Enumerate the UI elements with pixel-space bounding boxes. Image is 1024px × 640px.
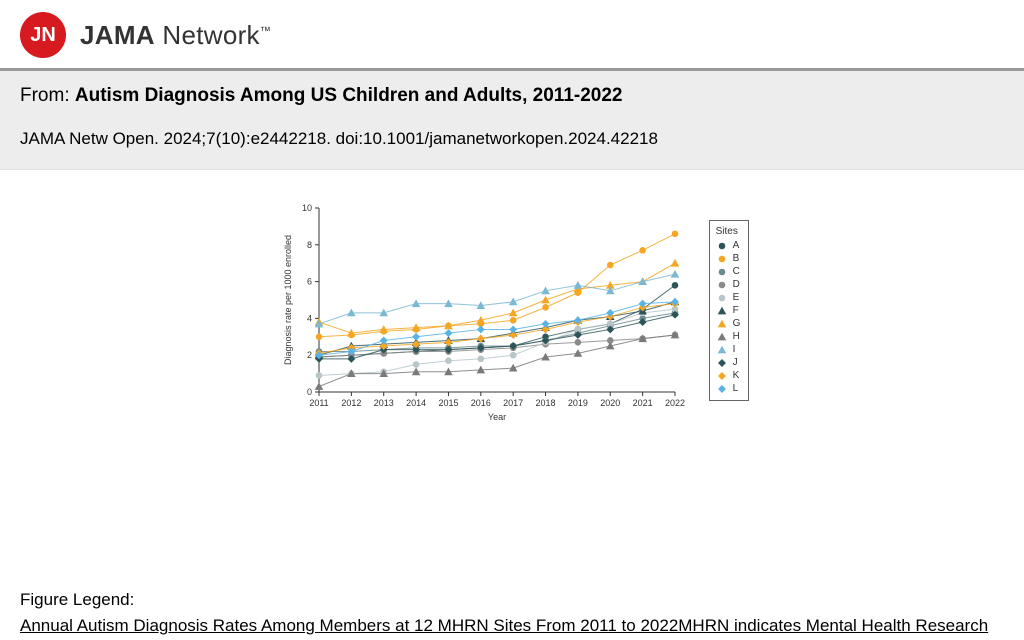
svg-text:2017: 2017: [503, 398, 523, 408]
legend-row: L: [716, 382, 741, 395]
figure-legend-desc: Annual Autism Diagnosis Rates Among Memb…: [20, 616, 1004, 636]
legend-label: E: [733, 291, 740, 304]
svg-text:8: 8: [307, 240, 312, 250]
brand-wordmark: JAMA Network™: [80, 20, 271, 51]
legend-label: F: [733, 304, 739, 317]
legend-label: I: [733, 343, 736, 356]
legend-row: E: [716, 291, 741, 304]
legend-row: J: [716, 356, 741, 369]
svg-text:4: 4: [307, 313, 312, 323]
legend-row: C: [716, 265, 741, 278]
brand-bold: JAMA: [80, 20, 155, 50]
from-line: From: Autism Diagnosis Among US Children…: [20, 85, 1004, 107]
legend-row: G: [716, 317, 741, 330]
legend-row: D: [716, 278, 741, 291]
legend-row: F: [716, 304, 741, 317]
svg-text:2019: 2019: [568, 398, 588, 408]
article-title: Autism Diagnosis Among US Children and A…: [75, 85, 623, 106]
svg-text:2012: 2012: [341, 398, 361, 408]
svg-text:2016: 2016: [470, 398, 490, 408]
figure-legend-block: Figure Legend: Annual Autism Diagnosis R…: [0, 590, 1024, 640]
svg-text:2020: 2020: [600, 398, 620, 408]
svg-text:2018: 2018: [535, 398, 555, 408]
svg-text:Year: Year: [488, 412, 506, 422]
figure-legend-label: Figure Legend:: [20, 590, 1004, 610]
article-banner: From: Autism Diagnosis Among US Children…: [0, 71, 1024, 170]
brand-header: JN JAMA Network™: [0, 0, 1024, 71]
svg-text:2022: 2022: [665, 398, 685, 408]
legend-label: G: [733, 317, 741, 330]
legend-row: H: [716, 330, 741, 343]
article-citation: JAMA Netw Open. 2024;7(10):e2442218. doi…: [20, 129, 1004, 149]
brand-tm: ™: [260, 25, 271, 37]
svg-text:0: 0: [307, 387, 312, 397]
svg-text:2015: 2015: [438, 398, 458, 408]
legend-label: K: [733, 369, 740, 382]
chart-legend: Sites ABCDEFGHIJKL: [709, 220, 750, 401]
legend-label: L: [733, 382, 739, 395]
svg-text:2021: 2021: [632, 398, 652, 408]
legend-label: H: [733, 330, 740, 343]
svg-text:Diagnosis rate per 1000 enroll: Diagnosis rate per 1000 enrolled: [283, 235, 293, 365]
brand-logo-icon: JN: [20, 12, 66, 58]
svg-text:6: 6: [307, 277, 312, 287]
svg-text:2011: 2011: [309, 398, 328, 408]
figure-area: 0 2 4 6 8 10 Diagnosis rate per 1000 enrolled 2…: [0, 170, 1024, 430]
legend-label: C: [733, 265, 740, 278]
legend-label: J: [733, 356, 738, 369]
legend-label: D: [733, 278, 740, 291]
from-label: From:: [20, 85, 75, 106]
line-chart: 0 2 4 6 8 10 Diagnosis rate per 1000 enrolled 2…: [275, 200, 695, 430]
svg-text:10: 10: [302, 203, 312, 213]
legend-row: B: [716, 252, 741, 265]
legend-label: B: [733, 252, 740, 265]
legend-row: K: [716, 369, 741, 382]
svg-text:2: 2: [307, 350, 312, 360]
svg-text:2013: 2013: [373, 398, 393, 408]
chart-wrap: 0 2 4 6 8 10 Diagnosis rate per 1000 enrolled 2…: [275, 200, 750, 430]
legend-label: A: [733, 239, 740, 252]
svg-text:2014: 2014: [406, 398, 426, 408]
brand-logo-text: JN: [30, 24, 56, 47]
brand-light: Network: [162, 20, 259, 50]
legend-row: I: [716, 343, 741, 356]
legend-title: Sites: [716, 226, 741, 237]
legend-row: A: [716, 239, 741, 252]
